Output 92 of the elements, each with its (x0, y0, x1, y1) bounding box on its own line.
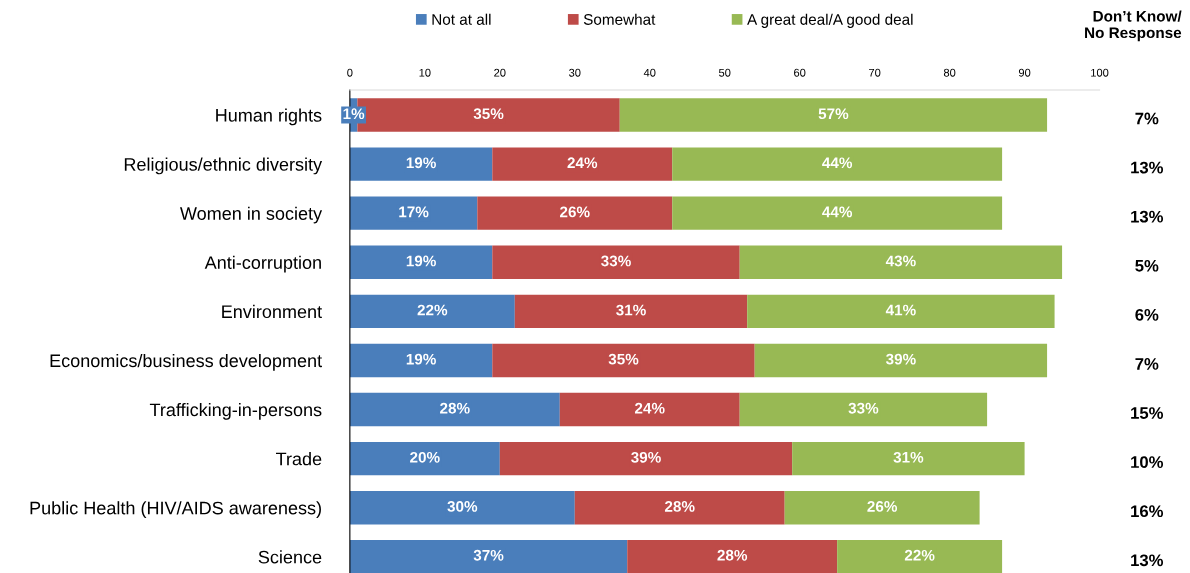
bar (627, 540, 838, 573)
y-tick-label: Public Health (HIV/AIDS awareness) (30, 501, 321, 518)
y-tick-label: Environment (222, 304, 322, 319)
y-tick-label: Women in society (180, 206, 323, 224)
text: 13% (1131, 161, 1164, 174)
data-label: 26% (560, 206, 590, 218)
x-tick-label: 80 (943, 68, 956, 77)
bar (574, 491, 785, 525)
data-label: 19% (406, 157, 436, 169)
text: 7% (1135, 358, 1159, 370)
bar (747, 294, 1055, 329)
bar (672, 147, 1003, 181)
text: 10% (1131, 456, 1164, 468)
bar (499, 441, 793, 476)
bar (349, 147, 493, 181)
text: 16% (1131, 505, 1164, 518)
y-tick-label: Economics/business development (50, 353, 322, 371)
data-label: 41% (885, 304, 916, 316)
legend-label: Not at all (432, 13, 491, 25)
x-tick-label: 60 (794, 68, 806, 77)
bar (754, 343, 1048, 378)
bar (492, 343, 755, 378)
data-label: 33% (601, 255, 631, 267)
text: Don’t Know/ No Response (1085, 10, 1182, 42)
y-tick-label: Religious/ethnic diversity (124, 157, 323, 175)
data-label: 33% (848, 402, 879, 414)
bar (492, 245, 740, 279)
data-label: 35% (608, 353, 639, 365)
data-label: 44% (822, 206, 853, 218)
data-label: 19% (406, 255, 436, 267)
bar (349, 294, 515, 329)
bar (477, 196, 673, 230)
x-tick-label: 0 (347, 68, 353, 77)
bar (559, 392, 740, 427)
text: 13% (1131, 554, 1164, 567)
text: 13% (1131, 210, 1164, 223)
data-label: 24% (567, 157, 598, 169)
bar (739, 245, 1063, 279)
data-label: 39% (631, 451, 661, 463)
bar (349, 491, 575, 525)
bar (619, 98, 1048, 132)
x-tick-label: 100 (1091, 68, 1109, 77)
x-tick-label: 30 (569, 68, 581, 77)
x-tick-label: 70 (869, 68, 881, 77)
data-label: 22% (417, 304, 448, 316)
legend-label: A great deal/A good deal (747, 13, 913, 28)
text: 15% (1131, 407, 1164, 419)
data-label: 44% (822, 157, 853, 169)
x-tick-label: 50 (718, 68, 731, 77)
y-tick-label: Science (258, 550, 322, 564)
text: 6% (1135, 308, 1159, 321)
data-label: 43% (885, 255, 916, 267)
data-label: 28% (664, 500, 695, 512)
data-label: 22% (904, 549, 935, 561)
data-label: 19% (406, 353, 436, 365)
y-tick-label: Anti-corruption (204, 255, 321, 273)
data-label: 24% (634, 402, 665, 414)
data-label: 28% (440, 402, 470, 414)
bar (492, 147, 673, 181)
data-label: 37% (473, 549, 504, 561)
y-tick-label: Trade (276, 452, 322, 466)
bar (349, 245, 493, 279)
bar (349, 441, 500, 476)
data-label: 30% (447, 500, 478, 512)
data-label: 26% (867, 500, 898, 512)
text: 5% (1135, 259, 1159, 272)
bar (784, 491, 980, 525)
data-label: 31% (893, 451, 924, 463)
bar (739, 392, 988, 427)
x-tick-label: 40 (643, 68, 656, 77)
data-label: 57% (818, 108, 849, 120)
data-label: 17% (399, 206, 429, 218)
data-label: 31% (616, 304, 646, 316)
bar (514, 294, 748, 329)
legend-label: Somewhat (583, 13, 656, 25)
bar (349, 392, 560, 427)
x-tick-label: 20 (494, 68, 506, 77)
x-tick-label: 90 (1018, 68, 1031, 77)
bar (837, 540, 1003, 573)
bar (349, 540, 628, 573)
bar (672, 196, 1003, 230)
bar (349, 343, 493, 378)
data-label: 28% (717, 549, 748, 561)
text: 7% (1135, 112, 1159, 125)
x-tick-label: 10 (419, 68, 431, 77)
data-label: 20% (410, 451, 440, 463)
y-tick-label: Human rights (216, 108, 322, 126)
y-tick-label: Trafficking-in-persons (149, 402, 322, 420)
bar (349, 196, 478, 230)
data-label: 39% (885, 353, 916, 365)
bar (792, 441, 1025, 476)
data-label: 35% (473, 108, 504, 120)
